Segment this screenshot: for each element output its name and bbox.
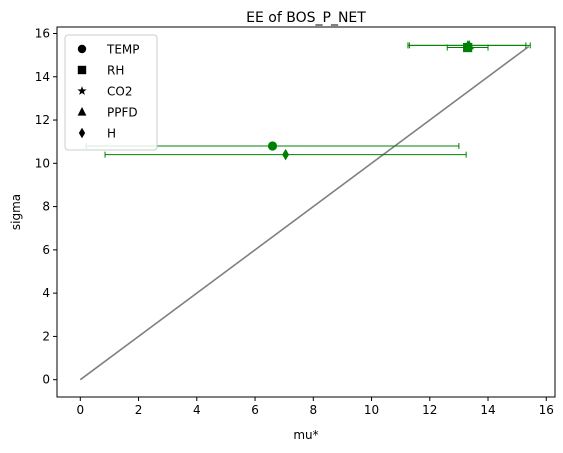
x-tick-label: 0 xyxy=(76,403,84,417)
legend-marker-h xyxy=(78,127,86,139)
x-tick-label: 4 xyxy=(193,403,201,417)
axis-ticks: 0 2 4 6 8 10 12 14 16 0 2 4 6 8 10 12 14 16 xyxy=(35,26,554,417)
legend-label-temp: TEMP xyxy=(106,43,140,57)
y-tick-label: 4 xyxy=(42,286,50,300)
x-tick-label: 12 xyxy=(422,403,437,417)
y-tick-label: 14 xyxy=(35,70,50,84)
legend-marker-temp xyxy=(77,44,87,54)
point-temp xyxy=(267,141,278,151)
y-tick-label: 10 xyxy=(35,156,50,170)
x-tick-label: 8 xyxy=(309,403,317,417)
legend-box xyxy=(64,34,158,151)
legend-marker-ppfd xyxy=(77,106,87,116)
legend-label-co2: CO2 xyxy=(107,85,132,99)
series-h xyxy=(104,148,467,161)
legend: TEMP RH CO2 PPFD H xyxy=(64,34,158,151)
y-tick-label: 16 xyxy=(35,26,50,40)
legend-marker-co2 xyxy=(77,86,87,95)
axes-frame xyxy=(56,26,556,398)
y-tick-label: 12 xyxy=(35,113,50,127)
series-ppfd xyxy=(407,39,531,50)
y-tick-label: 0 xyxy=(42,373,50,387)
point-ppfd xyxy=(464,39,474,50)
point-h xyxy=(282,148,290,161)
legend-label-h: H xyxy=(107,127,116,141)
y-axis-label: sigma xyxy=(9,194,23,230)
legend-label-rh: RH xyxy=(107,64,124,78)
chart-title: EE of BOS_P_NET xyxy=(246,10,366,26)
x-axis-label: mu* xyxy=(293,428,318,442)
y-tick-label: 8 xyxy=(42,200,50,214)
reference-line xyxy=(79,45,530,381)
legend-label-ppfd: PPFD xyxy=(107,106,138,120)
x-tick-label: 14 xyxy=(480,403,495,417)
legend-marker-rh xyxy=(77,65,87,75)
x-tick-label: 10 xyxy=(364,403,379,417)
y-tick-label: 2 xyxy=(42,329,50,343)
y-tick-label: 6 xyxy=(42,243,50,257)
x-tick-label: 16 xyxy=(539,403,554,417)
x-tick-label: 6 xyxy=(251,403,259,417)
x-tick-label: 2 xyxy=(135,403,143,417)
